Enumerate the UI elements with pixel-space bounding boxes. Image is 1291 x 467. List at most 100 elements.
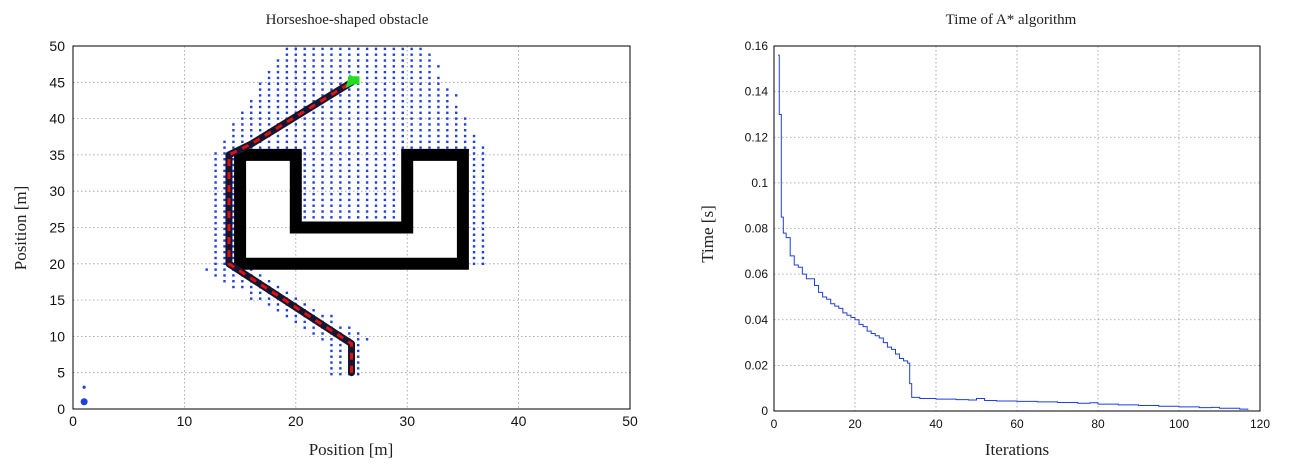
explored-node xyxy=(303,88,306,91)
explored-node xyxy=(383,76,387,80)
explored-node xyxy=(339,146,342,149)
explored-node xyxy=(232,169,235,173)
explored-node xyxy=(348,53,351,56)
explored-node xyxy=(455,134,458,138)
explored-node xyxy=(276,303,280,306)
explored-node xyxy=(267,123,271,126)
explored-node xyxy=(321,175,324,178)
explored-node xyxy=(374,192,378,196)
explored-node xyxy=(205,268,208,271)
explored-node xyxy=(356,117,360,120)
explored-node xyxy=(330,65,333,68)
explored-node xyxy=(267,297,271,300)
explored-node xyxy=(339,367,342,370)
explored-node xyxy=(356,88,360,91)
explored-node xyxy=(365,216,369,219)
explored-node xyxy=(472,250,476,254)
explored-node xyxy=(339,111,342,114)
explored-node xyxy=(276,65,280,68)
explored-node xyxy=(214,268,217,271)
explored-node xyxy=(374,158,378,161)
explored-node xyxy=(214,233,217,236)
explored-node xyxy=(374,59,378,62)
explored-node xyxy=(472,175,476,178)
explored-node xyxy=(339,94,342,97)
explored-node xyxy=(223,256,226,260)
explored-node xyxy=(365,169,369,173)
plot-frame xyxy=(773,45,1261,412)
explored-node xyxy=(356,343,360,347)
explored-node xyxy=(356,146,360,149)
explored-node xyxy=(321,47,324,51)
explored-node xyxy=(383,210,387,213)
explored-node xyxy=(214,210,217,213)
plot-frame xyxy=(72,45,631,410)
explored-node xyxy=(401,99,404,103)
x-tick-label: 40 xyxy=(511,413,527,429)
explored-node xyxy=(321,111,324,114)
y-tick-label: 50 xyxy=(49,38,65,54)
explored-node xyxy=(410,82,413,85)
explored-node xyxy=(232,239,235,242)
x-axis-label: Position [m] xyxy=(309,440,394,459)
y-tick-label: 20 xyxy=(49,256,65,272)
explored-node xyxy=(410,129,413,132)
horseshoe-obstacle xyxy=(234,148,469,270)
explored-node xyxy=(481,221,485,225)
explored-node xyxy=(419,123,422,126)
y-tick-label: 0 xyxy=(57,401,65,417)
explored-node xyxy=(321,169,324,173)
explored-node xyxy=(330,204,333,207)
x-tick-label: 40 xyxy=(929,417,943,431)
explored-node xyxy=(374,47,378,51)
explored-node xyxy=(365,94,369,97)
explored-node xyxy=(223,274,226,277)
explored-node xyxy=(365,140,369,144)
explored-node xyxy=(348,47,351,51)
explored-node xyxy=(383,192,387,196)
y-tick-label: 5 xyxy=(57,365,65,381)
explored-node xyxy=(232,216,235,219)
explored-node xyxy=(232,280,235,283)
explored-node xyxy=(392,146,396,149)
astar-time-chart: Time of A* algorithm 0 20 40 60 80 100 120 0 0.… xyxy=(698,12,1270,459)
explored-node xyxy=(267,280,271,283)
explored-node xyxy=(312,134,315,138)
explored-node xyxy=(312,187,315,190)
explored-node xyxy=(250,123,253,126)
y-tick-label: 30 xyxy=(49,183,65,199)
explored-node xyxy=(481,181,485,184)
explored-node xyxy=(312,47,315,51)
explored-node xyxy=(410,65,413,68)
explored-node xyxy=(276,59,280,62)
explored-node xyxy=(348,210,351,213)
explored-node xyxy=(303,140,306,144)
explored-node xyxy=(312,140,315,144)
explored-node xyxy=(419,76,422,80)
explored-node xyxy=(241,129,244,132)
explored-node xyxy=(383,47,387,51)
explored-node xyxy=(472,262,476,265)
obstacle-wall xyxy=(234,148,469,270)
explored-node xyxy=(463,134,467,138)
explored-node xyxy=(392,105,396,109)
explored-node xyxy=(419,146,422,149)
explored-node xyxy=(365,192,369,196)
explored-node xyxy=(356,140,360,144)
explored-node xyxy=(365,70,369,74)
explored-node xyxy=(339,361,342,364)
explored-node xyxy=(250,105,253,109)
explored-node xyxy=(258,99,262,103)
explored-node xyxy=(374,70,378,74)
explored-node xyxy=(410,134,413,138)
explored-node xyxy=(223,280,226,283)
explored-node xyxy=(250,129,253,132)
explored-node xyxy=(481,245,485,248)
explored-node xyxy=(401,140,404,144)
explored-node xyxy=(365,65,369,68)
explored-node xyxy=(303,187,306,190)
explored-node xyxy=(392,175,396,178)
explored-node xyxy=(303,158,306,161)
explored-node xyxy=(321,117,324,120)
goal-marker xyxy=(348,76,360,85)
